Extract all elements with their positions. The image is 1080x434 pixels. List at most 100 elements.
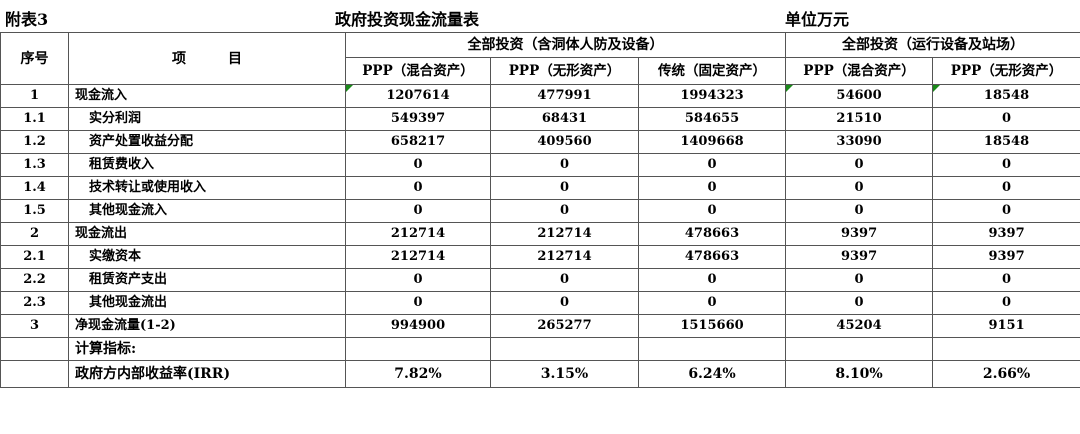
cell-value[interactable]: 0 — [932, 176, 1080, 200]
cell-value[interactable] — [490, 337, 639, 361]
row-seq: 2.2 — [0, 268, 69, 292]
cell-value[interactable]: 3.15% — [490, 360, 639, 388]
table-title: 政府投资现金流量表 — [335, 10, 480, 29]
cell-value[interactable]: 2.66% — [932, 360, 1080, 388]
cell-value[interactable] — [345, 337, 491, 361]
cell-value[interactable]: 1409668 — [637, 130, 787, 154]
cell-value[interactable]: 212714 — [345, 222, 491, 246]
row-item: 租赁资产支出 — [68, 268, 346, 292]
cell-value[interactable]: 212714 — [345, 245, 491, 269]
row-seq: 3 — [0, 314, 69, 338]
cell-value[interactable]: 0 — [345, 153, 491, 177]
cell-value[interactable]: 9397 — [932, 222, 1080, 246]
cell-value[interactable]: 265277 — [490, 314, 639, 338]
cell-value[interactable]: 9397 — [785, 222, 934, 246]
cell-value[interactable]: 0 — [345, 291, 491, 315]
cell-text: 0 — [707, 203, 717, 218]
cell-value[interactable] — [932, 337, 1080, 361]
cell-value[interactable]: 1207614 — [345, 84, 491, 108]
cell-value[interactable]: 0 — [932, 153, 1080, 177]
row-item: 计算指标: — [68, 337, 346, 361]
cell-value[interactable]: 45204 — [785, 314, 934, 338]
cell-value[interactable]: 18548 — [932, 130, 1080, 154]
cell-value[interactable]: 0 — [637, 199, 787, 223]
cell-value[interactable]: 8.10% — [785, 360, 934, 388]
cell-value[interactable]: 0 — [637, 153, 787, 177]
cell-value[interactable]: 0 — [785, 268, 934, 292]
cell-value[interactable]: 549397 — [345, 107, 491, 131]
column-header: PPP（混合资产） — [785, 57, 934, 85]
cell-value[interactable]: 0 — [932, 268, 1080, 292]
row-item: 租赁费收入 — [68, 153, 346, 177]
cell-value[interactable]: 0 — [637, 176, 787, 200]
row-item: 净现金流量(1-2) — [68, 314, 346, 338]
cell-value[interactable]: 21510 — [785, 107, 934, 131]
cash-flow-table: 序号 项 目 全部投资（含洞体人防及设备） 全部投资（运行设备及站场） PPP（… — [0, 32, 1080, 388]
cell-value[interactable]: 477991 — [490, 84, 639, 108]
cell-value[interactable]: 0 — [785, 199, 934, 223]
table-row: 1.1 实分利润 549397 68431 584655 21510 0 — [0, 107, 1080, 131]
cell-value[interactable]: 0 — [637, 291, 787, 315]
row-seq: 1 — [0, 84, 69, 108]
cell-value[interactable]: 409560 — [490, 130, 639, 154]
cell-value[interactable]: 0 — [637, 268, 787, 292]
header-group-2: 全部投资（运行设备及站场） — [785, 32, 1080, 58]
cell-value[interactable]: 0 — [785, 291, 934, 315]
cell-value[interactable]: 478663 — [637, 222, 787, 246]
cell-value[interactable]: 0 — [490, 153, 639, 177]
cell-text: 0 — [707, 272, 717, 287]
cell-value[interactable]: 212714 — [490, 222, 639, 246]
row-seq: 1.3 — [0, 153, 69, 177]
cell-text: 0 — [854, 157, 864, 172]
cell-text: 0 — [559, 272, 570, 287]
cell-text: 212714 — [537, 226, 592, 241]
cell-text: 6.24% — [688, 366, 736, 382]
cell-text: 0 — [413, 157, 423, 172]
cell-value[interactable]: 33090 — [785, 130, 934, 154]
row-item: 资产处置收益分配 — [68, 130, 346, 154]
table-row: 1.4 技术转让或使用收入 0 0 0 0 0 — [0, 176, 1080, 200]
cell-value[interactable]: 0 — [932, 291, 1080, 315]
cell-value[interactable] — [637, 337, 787, 361]
cell-value[interactable]: 0 — [785, 153, 934, 177]
cell-value[interactable]: 0 — [490, 291, 639, 315]
row-item: 其他现金流入 — [68, 199, 346, 223]
row-seq — [0, 360, 69, 388]
cell-value[interactable]: 0 — [345, 176, 491, 200]
column-header: 传统（固定资产） — [637, 57, 787, 85]
cell-value[interactable] — [785, 337, 934, 361]
cell-text: 9151 — [988, 318, 1025, 333]
cell-value[interactable]: 54600 — [785, 84, 934, 108]
cell-value[interactable]: 994900 — [345, 314, 491, 338]
cell-value[interactable]: 7.82% — [345, 360, 491, 388]
cell-text: 265277 — [537, 318, 592, 333]
cell-value[interactable]: 0 — [345, 199, 491, 223]
cell-value[interactable]: 18548 — [932, 84, 1080, 108]
cell-value[interactable]: 1994323 — [637, 84, 787, 108]
row-item: 实分利润 — [68, 107, 346, 131]
cell-value[interactable]: 0 — [345, 268, 491, 292]
cell-value[interactable]: 1515660 — [637, 314, 787, 338]
cell-value[interactable]: 478663 — [637, 245, 787, 269]
comment-marker-icon — [346, 85, 353, 92]
cell-text: 0 — [413, 180, 423, 195]
header-seq: 序号 — [0, 32, 69, 85]
cell-value[interactable]: 0 — [785, 176, 934, 200]
cell-value[interactable]: 212714 — [490, 245, 639, 269]
row-seq: 1.1 — [0, 107, 69, 131]
cell-value[interactable]: 68431 — [490, 107, 639, 131]
cell-value[interactable]: 9397 — [785, 245, 934, 269]
cell-value[interactable]: 6.24% — [637, 360, 787, 388]
cell-value[interactable]: 658217 — [345, 130, 491, 154]
column-header: PPP（无形资产） — [490, 57, 639, 85]
cell-value[interactable]: 0 — [490, 199, 639, 223]
cell-value[interactable]: 584655 — [637, 107, 787, 131]
cell-value[interactable]: 9151 — [932, 314, 1080, 338]
cell-value[interactable]: 0 — [932, 199, 1080, 223]
cell-value[interactable]: 0 — [490, 268, 639, 292]
cell-value[interactable]: 0 — [932, 107, 1080, 131]
row-item: 政府方内部收益率(IRR) — [68, 360, 346, 388]
cell-value[interactable]: 0 — [490, 176, 639, 200]
cell-value[interactable]: 9397 — [932, 245, 1080, 269]
cell-text: 21510 — [836, 111, 882, 126]
